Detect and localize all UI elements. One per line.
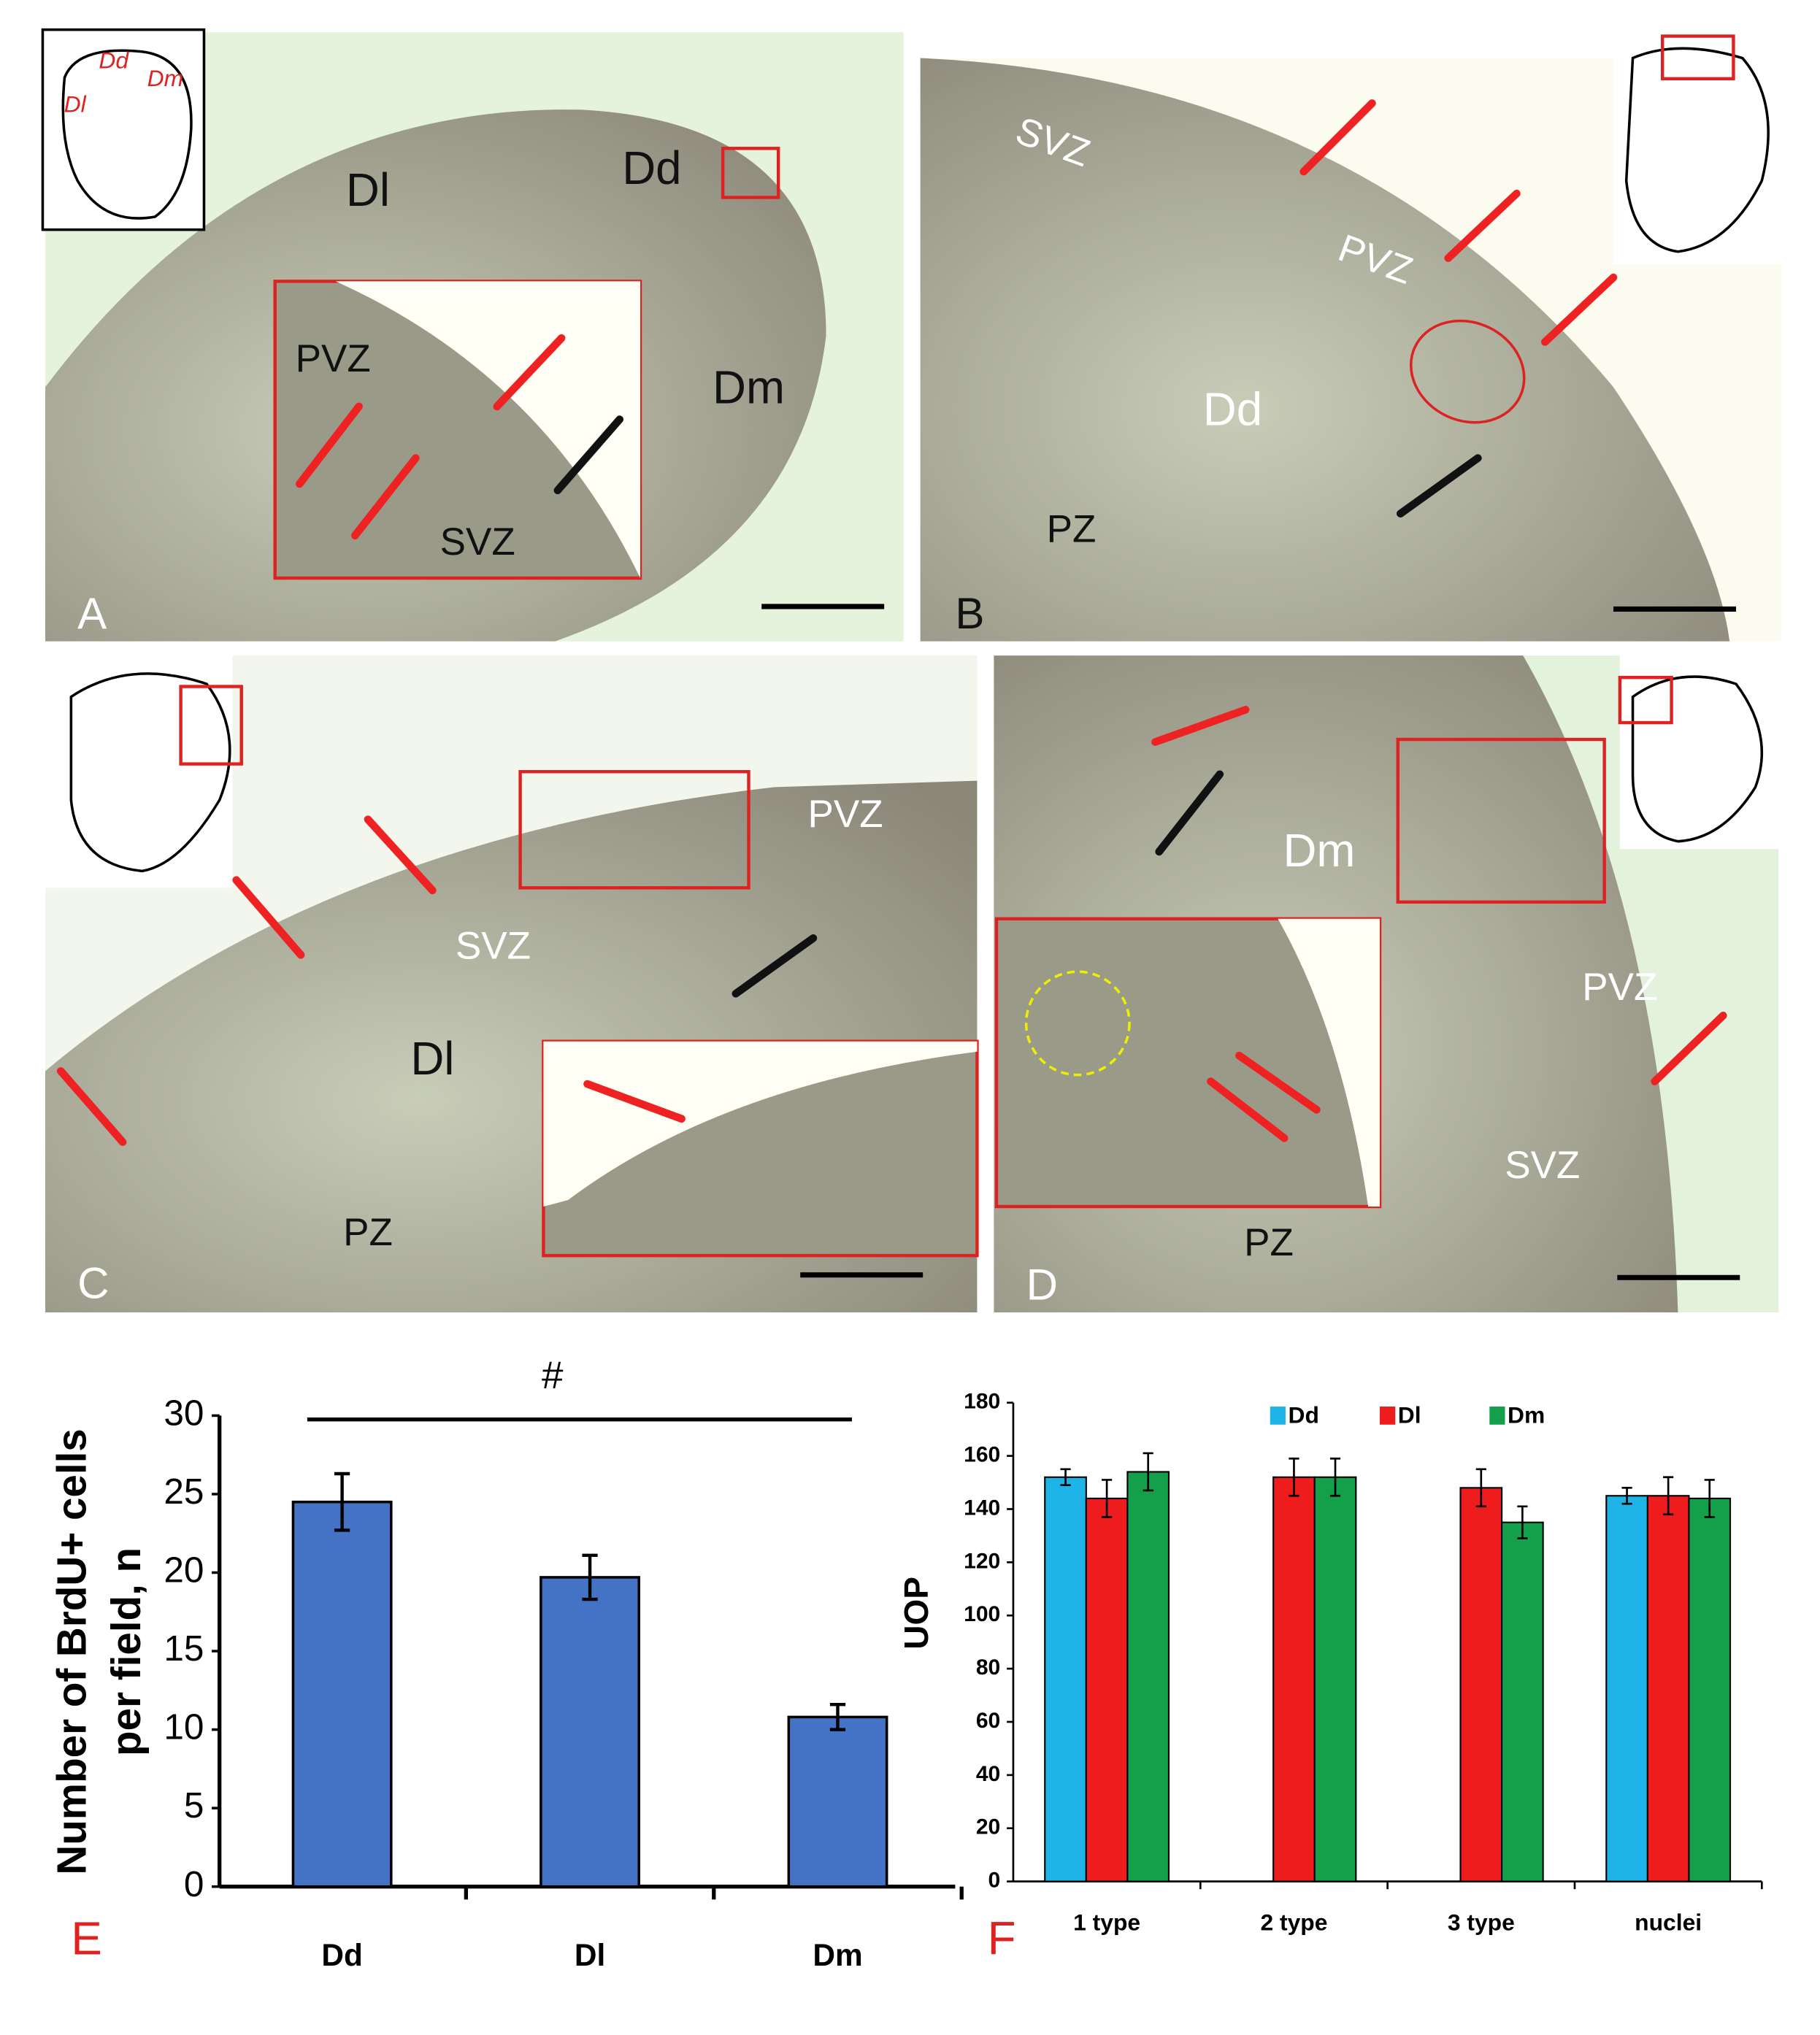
region-label: PZ <box>1047 507 1097 550</box>
micrograph-a <box>41 28 904 642</box>
bar <box>1085 1497 1129 1882</box>
y-axis-label: Number of BrdU+ cells <box>49 1428 95 1874</box>
error-bar <box>829 1702 846 1731</box>
annotation: # <box>542 1354 564 1397</box>
bar <box>1605 1495 1648 1882</box>
region-label: SVZ <box>440 520 515 563</box>
map-label: Dd <box>99 47 129 73</box>
legend-swatch <box>1489 1407 1505 1425</box>
error-bar <box>1289 1457 1299 1497</box>
error-bar <box>1102 1479 1113 1518</box>
region-label: SVZ <box>456 924 531 967</box>
bar <box>1272 1476 1316 1882</box>
panel-letter: B <box>955 589 984 638</box>
panel-letter: E <box>71 1913 101 1965</box>
y-axis-label: UOP <box>897 1577 935 1650</box>
x-tick-label: Dd <box>321 1938 363 1972</box>
bar <box>1044 1476 1087 1882</box>
panel-letter: C <box>77 1258 109 1307</box>
bar <box>1126 1471 1170 1882</box>
region-label: PZ <box>1244 1221 1294 1264</box>
bar <box>1459 1487 1503 1882</box>
y-tick-label: 60 <box>976 1709 1000 1733</box>
x-tick-label: nuclei <box>1635 1909 1702 1935</box>
y-tick-label: 80 <box>976 1655 1000 1680</box>
bar <box>1313 1476 1357 1882</box>
error-bar <box>1143 1452 1153 1492</box>
bar <box>787 1715 888 1888</box>
y-tick-label: 100 <box>964 1602 1000 1626</box>
arrows <box>56 99 1727 1146</box>
y-tick-label: 30 <box>164 1393 204 1433</box>
y-tick-label: 40 <box>976 1762 1000 1786</box>
y-tick-label: 25 <box>164 1472 204 1512</box>
micrograph-b <box>920 26 1781 642</box>
bar <box>1688 1497 1732 1882</box>
region-label: SVZ <box>1505 1144 1580 1187</box>
y-tick-label: 0 <box>184 1864 204 1904</box>
error-bar <box>582 1553 598 1601</box>
panel-letter: A <box>77 589 107 638</box>
bar <box>540 1576 641 1888</box>
map-label: Dm <box>147 65 183 91</box>
x-tick-label: Dm <box>813 1938 862 1972</box>
region-label: Dl <box>410 1033 454 1085</box>
error-bar <box>1621 1487 1632 1505</box>
region-label: Dl <box>346 164 390 216</box>
region-label: PVZ <box>808 793 883 836</box>
x-tick-label: Dl <box>575 1938 605 1972</box>
y-tick-label: 160 <box>964 1443 1000 1467</box>
region-label: PZ <box>343 1211 393 1254</box>
region-label: PVZ <box>296 337 371 380</box>
legend-label: Dl <box>1398 1402 1421 1428</box>
y-tick-label: 5 <box>184 1785 204 1826</box>
y-tick-label: 0 <box>988 1869 1001 1893</box>
region-label: Dm <box>713 361 785 413</box>
error-bar <box>1517 1505 1528 1539</box>
error-bar <box>334 1472 350 1532</box>
y-tick-label: 20 <box>976 1815 1000 1839</box>
region-label: Dd <box>1203 384 1262 436</box>
error-bar <box>1663 1476 1674 1516</box>
legend-swatch <box>1380 1407 1396 1425</box>
error-bar <box>1475 1468 1486 1508</box>
bar <box>1501 1521 1544 1882</box>
region-label: PVZ <box>1582 966 1657 1009</box>
micrograph-d <box>994 655 1779 1312</box>
x-tick-label: 1 type <box>1073 1909 1140 1935</box>
x-tick-label: 3 type <box>1448 1909 1515 1935</box>
legend-label: Dd <box>1288 1402 1318 1428</box>
map-label: Dl <box>64 91 87 117</box>
legend-label: Dm <box>1508 1402 1545 1428</box>
y-tick-label: 120 <box>964 1549 1000 1573</box>
panel-letter: F <box>988 1913 1016 1965</box>
y-tick-label: 140 <box>964 1496 1000 1520</box>
y-tick-label: 180 <box>964 1390 1000 1414</box>
region-label: Dd <box>622 142 681 194</box>
y-axis-label: per field, n <box>103 1547 149 1756</box>
x-tick-label: 2 type <box>1260 1909 1327 1935</box>
y-tick-label: 15 <box>164 1628 204 1669</box>
region-label: Dm <box>1283 825 1355 877</box>
error-bar <box>1704 1479 1715 1518</box>
micrograph-c <box>45 655 979 1312</box>
y-tick-label: 20 <box>164 1550 204 1590</box>
bar <box>1646 1495 1690 1882</box>
error-bar <box>1329 1457 1341 1497</box>
error-bar <box>1060 1468 1071 1487</box>
bar <box>291 1500 393 1888</box>
panel-letter: D <box>1026 1260 1058 1309</box>
legend-swatch <box>1270 1407 1286 1425</box>
y-tick-label: 10 <box>164 1707 204 1747</box>
